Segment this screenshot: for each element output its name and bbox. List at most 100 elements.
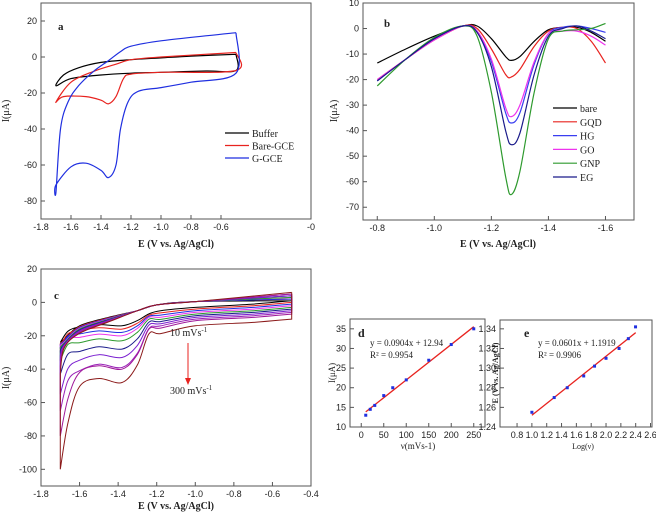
x-tick-label: -0.8 bbox=[183, 222, 199, 232]
y-tick-label: -20 bbox=[24, 331, 37, 341]
data-point bbox=[364, 413, 368, 417]
y-tick-label: 0 bbox=[32, 52, 37, 62]
y-tick-label: 1.34 bbox=[478, 324, 496, 334]
x-tick-label: 150 bbox=[421, 430, 436, 440]
x-tick-label: 200 bbox=[444, 430, 459, 440]
data-point bbox=[593, 364, 597, 368]
series-line-go bbox=[376, 24, 606, 118]
plot-frame bbox=[499, 319, 653, 428]
x-tick-label: -1.2 bbox=[149, 489, 165, 499]
arrow-head-icon bbox=[185, 378, 191, 385]
series-line-eg bbox=[376, 24, 606, 146]
legend-label: GQD bbox=[580, 118, 602, 129]
y-tick-label: 10 bbox=[336, 422, 346, 432]
y-tick-label: 1.30 bbox=[478, 363, 496, 373]
plot-frame bbox=[40, 268, 312, 487]
x-tick-label: 1.0 bbox=[526, 430, 539, 440]
x-axis-label: E (V vs. Ag/AgCl) bbox=[460, 239, 536, 250]
y-tick-label: 10 bbox=[349, 0, 359, 8]
legend-label: EG bbox=[580, 173, 593, 184]
plot-area bbox=[364, 326, 476, 417]
x-tick-label: 1.2 bbox=[540, 430, 553, 440]
panel-b: -0.8 -1.0 -1.2 -1.4 -1.6 10 0 -10 -20 -30 -40 -50 -6… bbox=[329, 0, 635, 250]
x-tick-label: -1.0 bbox=[188, 489, 204, 499]
x-tick-label: -1.4 bbox=[93, 222, 109, 232]
series-line-bare-gce bbox=[55, 51, 243, 105]
data-point bbox=[582, 374, 586, 378]
panel-a: -1.8 -1.6 -1.4 -1.2 -1.0 -0.8 -0.6 -0 20 0 -20 -40 -… bbox=[1, 2, 315, 250]
series-line-g-gce bbox=[54, 32, 240, 196]
y-axis-label: I(μA) bbox=[1, 100, 12, 123]
data-point bbox=[552, 396, 556, 400]
annotation-exponent: -1 bbox=[201, 326, 207, 334]
plot-area bbox=[530, 325, 638, 416]
y-axis-label: I(μA) bbox=[1, 367, 12, 390]
plot-area bbox=[54, 32, 243, 196]
fit-line bbox=[365, 326, 475, 413]
legend-label: GO bbox=[580, 145, 594, 156]
x-tick-label: 0.8 bbox=[511, 430, 524, 440]
y-tick-label: -60 bbox=[346, 177, 359, 187]
x-tick-label: 100 bbox=[399, 430, 414, 440]
y-tick-label: -50 bbox=[346, 151, 359, 161]
y-tick-label: 1.24 bbox=[478, 422, 496, 432]
x-tick-label: 2.2 bbox=[615, 430, 628, 440]
fit-r-squared: R² = 0.9954 bbox=[370, 350, 414, 360]
y-tick-label: -60 bbox=[24, 398, 37, 408]
y-tick-label: -70 bbox=[346, 202, 359, 212]
y-tick-label: 15 bbox=[336, 402, 346, 412]
y-tick-label: -100 bbox=[19, 464, 37, 474]
plot-frame bbox=[40, 2, 312, 220]
panel-e: 0.8 1.0 1.2 1.4 1.6 1.8 2.0 2.2 2.4 2.6 1.24 1.26 1.… bbox=[478, 319, 656, 451]
y-tick-label: -10 bbox=[346, 49, 359, 59]
y-tick-label: 20 bbox=[336, 383, 346, 393]
y-tick-label: -20 bbox=[346, 75, 359, 85]
x-tick-label: -0.4 bbox=[303, 489, 319, 499]
x-tick-label: 1.4 bbox=[555, 430, 568, 440]
y-tick-label: -80 bbox=[24, 431, 37, 441]
y-tick-label: 1.32 bbox=[478, 343, 496, 353]
data-point bbox=[382, 394, 386, 398]
cv-curve-10 bbox=[59, 291, 293, 470]
y-axis-label: I(μA) bbox=[329, 100, 340, 123]
y-tick-label: -20 bbox=[24, 88, 37, 98]
x-tick-label: -1.0 bbox=[427, 223, 443, 233]
y-tick-label: -40 bbox=[24, 364, 37, 374]
y-tick-label: 25 bbox=[336, 363, 346, 373]
data-point bbox=[404, 378, 408, 382]
annotation-text: 10 mVs bbox=[170, 328, 202, 339]
data-point bbox=[427, 358, 431, 362]
annotation-low-scan-rate: 10 mVs-1 bbox=[170, 326, 208, 339]
data-point bbox=[391, 386, 395, 390]
x-tick-label: 2.4 bbox=[629, 430, 642, 440]
x-tick-label: -0.8 bbox=[226, 489, 242, 499]
x-axis-label: ν(mVs-1) bbox=[401, 441, 436, 451]
x-tick-label: 1.6 bbox=[570, 430, 583, 440]
y-tick-label: -60 bbox=[24, 160, 37, 170]
panel-label: e bbox=[524, 326, 530, 340]
data-point bbox=[604, 356, 608, 360]
annotation-exponent: -1 bbox=[206, 384, 212, 392]
x-tick-label: -0.6 bbox=[265, 489, 281, 499]
x-tick-label: -1.2 bbox=[484, 223, 500, 233]
x-tick-label: 50 bbox=[379, 430, 389, 440]
x-tick-label: -1.4 bbox=[541, 223, 557, 233]
y-tick-label: 20 bbox=[27, 264, 37, 274]
legend-label: GNP bbox=[580, 159, 600, 170]
x-axis-label: E (V vs. Ag/AgCl) bbox=[138, 501, 214, 512]
y-tick-label: 0 bbox=[32, 297, 37, 307]
x-tick-label: -1.6 bbox=[72, 489, 88, 499]
data-point bbox=[565, 386, 569, 390]
fit-equation: y = 0.0601x + 1.1919 bbox=[538, 338, 616, 348]
series-line-gnp bbox=[376, 22, 606, 196]
x-tick-label: -0.8 bbox=[370, 223, 386, 233]
y-tick-label: 30 bbox=[336, 343, 346, 353]
data-point bbox=[530, 410, 534, 414]
data-point bbox=[634, 325, 638, 329]
x-axis-label: E (V vs. Ag/AgCl) bbox=[138, 239, 214, 250]
y-tick-label: 35 bbox=[336, 324, 346, 334]
x-tick-label: -1.6 bbox=[63, 222, 79, 232]
x-tick-label: 1.8 bbox=[585, 430, 598, 440]
y-axis-label: E (V vs. Ag/AgCl) bbox=[491, 342, 500, 403]
plot-frame bbox=[349, 318, 486, 428]
